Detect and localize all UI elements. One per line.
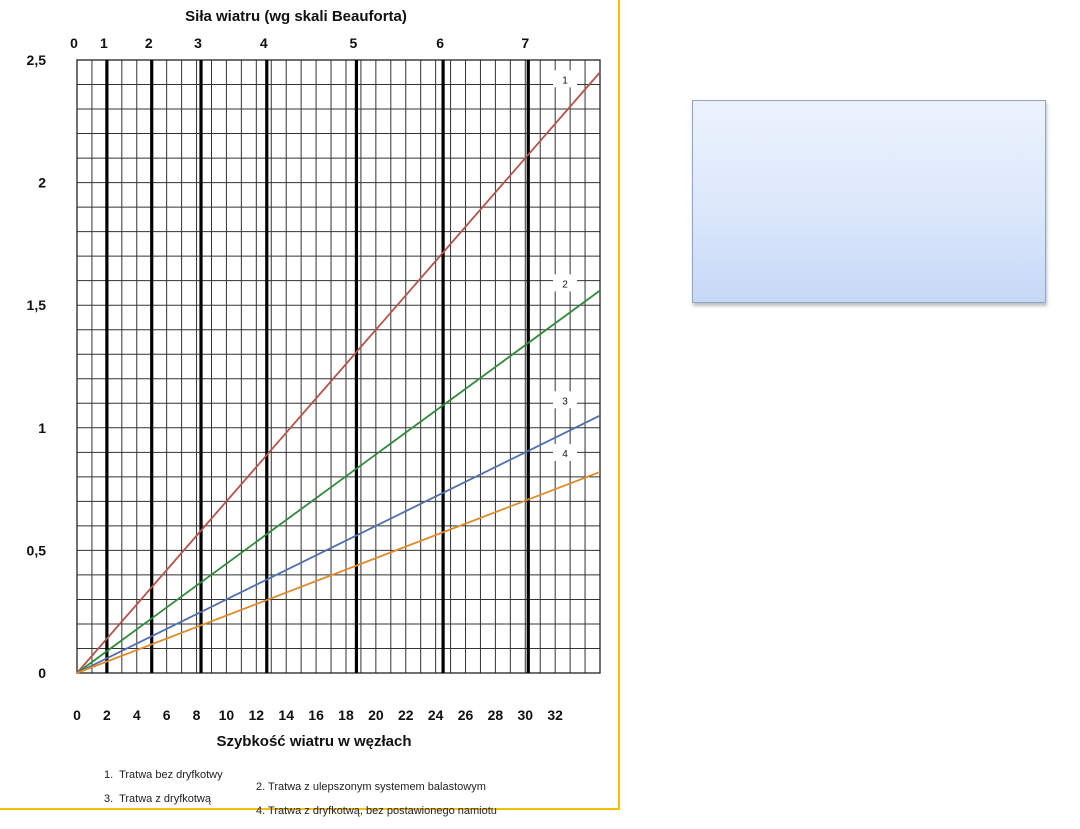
legend-entry-1: 1. Tratwa bez dryfkotwy	[104, 769, 223, 781]
x-tick-label: 24	[428, 707, 444, 723]
x-tick-label: 0	[73, 707, 81, 723]
series-label-bg-3	[553, 391, 577, 409]
legend-row-1: 1. Tratwa bez dryfkotwy 2. Tratwa z ulep…	[0, 757, 620, 805]
x-tick-label: 14	[278, 707, 294, 723]
x-tick-label: 20	[368, 707, 384, 723]
series-label-2: 2	[562, 279, 568, 290]
info-box	[692, 100, 1046, 303]
beaufort-tick-label: 1	[100, 35, 108, 51]
x-tick-label: 32	[547, 707, 563, 723]
y-tick-label: 1,5	[27, 297, 47, 313]
beaufort-tick-label: 3	[194, 35, 202, 51]
series-line-2	[76, 289, 601, 674]
beaufort-tick-label: 2	[145, 35, 153, 51]
series-label-bg-2	[553, 274, 577, 292]
beaufort-tick-label: 6	[436, 35, 444, 51]
x-axis-label: Szybkość wiatru w węzłach	[216, 733, 411, 750]
x-tick-label: 2	[103, 707, 111, 723]
series-label-1: 1	[562, 75, 568, 86]
legend-entry-3: 3. Tratwa z dryfkotwą	[104, 793, 211, 805]
series-line-1	[76, 71, 601, 674]
legend-entry-2: 2. Tratwa z ulepszonym systemem balastow…	[256, 781, 486, 793]
y-tick-label: 1	[38, 420, 46, 436]
x-tick-label: 4	[133, 707, 141, 723]
x-tick-label: 8	[193, 707, 201, 723]
legend-entry-4: 4. Tratwa z dryfkotwą, bez postawionego …	[256, 805, 497, 817]
series-label-bg-1	[553, 70, 577, 88]
x-tick-label: 26	[458, 707, 474, 723]
chart-title: Siła wiatru (wg skali Beauforta)	[185, 8, 407, 25]
y-tick-label: 2,5	[27, 52, 47, 68]
x-tick-label: 10	[219, 707, 235, 723]
x-tick-label: 30	[517, 707, 533, 723]
y-tick-label: 2	[38, 175, 46, 191]
plot-frame	[76, 59, 601, 674]
beaufort-tick-label: 0	[70, 35, 78, 51]
grid-layer	[76, 59, 601, 674]
beaufort-tick-label: 7	[521, 35, 529, 51]
series-line-3	[76, 414, 601, 674]
y-tick-label: 0	[38, 665, 46, 681]
beaufort-tick-label: 5	[350, 35, 358, 51]
x-tick-label: 6	[163, 707, 171, 723]
chart-panel: 1 2 3 4 0 0,5 1 1,5 2 2,5 0 2 4 6 8 10 12 14 16 18 20 22 24 26 2…	[0, 0, 620, 817]
series-label-3: 3	[562, 396, 568, 407]
x-tick-label: 22	[398, 707, 414, 723]
x-tick-label: 28	[488, 707, 504, 723]
legend-row-2: 3. Tratwa z dryfkotwą 4. Tratwa z dryfko…	[0, 781, 620, 829]
series-label-4: 4	[562, 449, 568, 460]
x-tick-label: 18	[338, 707, 354, 723]
series-line-4	[76, 471, 601, 674]
x-tick-label: 16	[308, 707, 324, 723]
x-tick-label: 12	[249, 707, 265, 723]
y-tick-label: 0,5	[27, 542, 47, 558]
series-label-bg-4	[553, 444, 577, 462]
beaufort-tick-label: 4	[260, 35, 268, 51]
